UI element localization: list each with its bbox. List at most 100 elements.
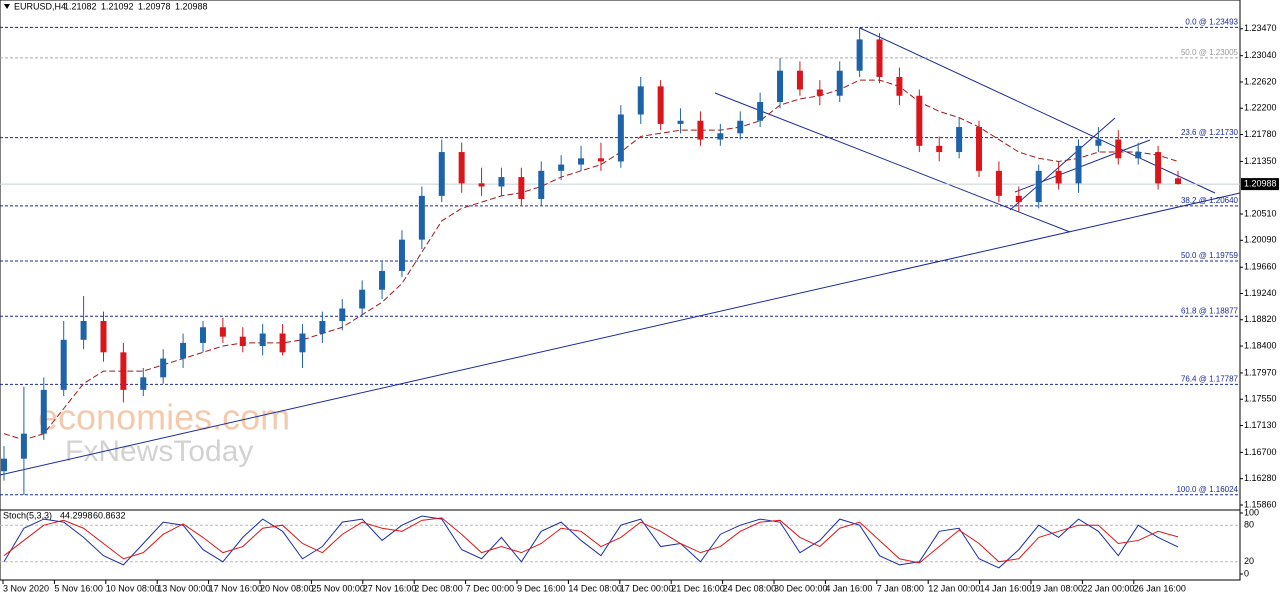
x-tick-label: 25 Nov 00:00 bbox=[311, 583, 365, 593]
candle-body bbox=[617, 114, 624, 162]
candle-body bbox=[339, 308, 346, 322]
fib-label: 61.8 @ 1.18877 bbox=[1181, 306, 1239, 315]
candle-body bbox=[438, 152, 445, 196]
candle-body bbox=[60, 339, 67, 390]
candle-body bbox=[816, 89, 823, 96]
candle-body bbox=[319, 321, 326, 334]
x-tick-label: 9 Dec 16:00 bbox=[517, 583, 566, 593]
candle-body bbox=[896, 76, 903, 96]
candle-body bbox=[20, 433, 27, 459]
candle-body bbox=[737, 120, 744, 134]
x-tick-label: 17 Nov 16:00 bbox=[209, 583, 263, 593]
x-tick-label: 21 Dec 16:00 bbox=[671, 583, 725, 593]
candle-body bbox=[538, 170, 545, 199]
quote-value: 1.20988 bbox=[175, 1, 208, 11]
current-price-label: 1.20988 bbox=[1244, 178, 1277, 188]
stoch-line bbox=[3, 515, 1179, 569]
candle-body bbox=[199, 327, 206, 343]
x-tick-label: 22 Jan 00:00 bbox=[1082, 583, 1134, 593]
candle-body bbox=[995, 170, 1002, 196]
candle-body bbox=[1175, 178, 1181, 184]
x-tick-label: 30 Dec 00:00 bbox=[774, 583, 828, 593]
x-tick-label: 7 Dec 00:00 bbox=[466, 583, 515, 593]
candle-body bbox=[160, 358, 167, 378]
candle-body bbox=[478, 183, 485, 187]
candle-body bbox=[597, 158, 604, 162]
y-tick-label: 1.20090 bbox=[1244, 235, 1277, 245]
candle-body bbox=[359, 289, 366, 309]
y-tick-label: 1.19660 bbox=[1244, 262, 1277, 272]
candle-body bbox=[916, 95, 923, 146]
x-tick-label: 2 Dec 08:00 bbox=[414, 583, 463, 593]
frame bbox=[0, 0, 1241, 581]
y-tick-label: 1.19240 bbox=[1244, 288, 1277, 298]
candle-body bbox=[578, 158, 585, 165]
candle-body bbox=[1095, 139, 1102, 146]
x-tick-label: 5 Nov 16:00 bbox=[54, 583, 103, 593]
candle-body bbox=[956, 127, 963, 153]
y-tick-label: 1.20510 bbox=[1244, 208, 1277, 218]
fib-label: 0.0 @ 1.23493 bbox=[1185, 17, 1238, 26]
stoch-tick-label: 0 bbox=[1244, 568, 1249, 578]
fib-label: 38.2 @ 1.20640 bbox=[1181, 196, 1239, 205]
trendline bbox=[0, 192, 1241, 476]
candle-body bbox=[120, 352, 127, 390]
candle-body bbox=[1035, 170, 1042, 203]
candle-body bbox=[40, 389, 47, 434]
x-tick-label: 27 Nov 16:00 bbox=[363, 583, 417, 593]
candle-body bbox=[976, 127, 983, 171]
x-tick-label: 14 Dec 08:00 bbox=[568, 583, 622, 593]
x-tick-label: 14 Jan 16:00 bbox=[980, 583, 1032, 593]
y-tick-label: 1.15860 bbox=[1244, 499, 1277, 509]
y-tick-label: 1.23470 bbox=[1244, 23, 1277, 33]
candle-body bbox=[637, 86, 644, 115]
candle-body bbox=[796, 70, 803, 90]
y-tick-label: 1.16700 bbox=[1244, 447, 1277, 457]
y-tick-label: 1.17130 bbox=[1244, 420, 1277, 430]
candle-body bbox=[697, 120, 704, 140]
y-tick-label: 1.22200 bbox=[1244, 103, 1277, 113]
x-tick-label: 10 Nov 08:00 bbox=[106, 583, 160, 593]
candle-body bbox=[1015, 195, 1022, 203]
stoch-name: Stoch(5,3,3) bbox=[3, 510, 52, 520]
candle-body bbox=[1155, 152, 1162, 184]
candle-body bbox=[458, 152, 465, 184]
candle-body bbox=[418, 195, 425, 240]
y-tick-label: 1.16280 bbox=[1244, 473, 1277, 483]
candle-body bbox=[299, 333, 306, 353]
candle-body bbox=[657, 86, 664, 124]
y-tick-label: 1.22620 bbox=[1244, 76, 1277, 86]
stoch-tick-label: 20 bbox=[1244, 556, 1254, 566]
stoch-tick-label: 100 bbox=[1244, 507, 1259, 517]
quote-value: 1.21092 bbox=[101, 1, 134, 11]
trendline bbox=[1009, 117, 1116, 211]
candle-body bbox=[180, 342, 187, 359]
fib-label: 100.0 @ 1.16024 bbox=[1176, 485, 1238, 494]
candle-body bbox=[777, 70, 784, 102]
y-tick-label: 1.17970 bbox=[1244, 367, 1277, 377]
moving-average bbox=[3, 79, 1179, 441]
x-tick-label: 26 Jan 16:00 bbox=[1134, 583, 1186, 593]
y-tick-label: 1.21780 bbox=[1244, 129, 1277, 139]
x-tick-label: 19 Jan 08:00 bbox=[1031, 583, 1083, 593]
quote-value: 1.21082 bbox=[64, 1, 97, 11]
symbol: EURUSD,H4 bbox=[14, 1, 66, 11]
stoch-line bbox=[3, 517, 1179, 564]
watermark: economies.com FxNewsToday bbox=[38, 397, 290, 468]
x-tick-label: 13 Nov 00:00 bbox=[157, 583, 211, 593]
candle-body bbox=[1075, 145, 1082, 184]
x-tick-label: 7 Jan 08:00 bbox=[877, 583, 924, 593]
x-tick-label: 12 Jan 00:00 bbox=[928, 583, 980, 593]
fib-label: 76.4 @ 1.17787 bbox=[1181, 375, 1239, 384]
stoch-tick-label: 80 bbox=[1244, 520, 1254, 530]
candle-body bbox=[856, 39, 863, 71]
candle-body bbox=[558, 164, 565, 171]
candle-body bbox=[239, 336, 246, 347]
candle-body bbox=[279, 333, 286, 353]
symbol-arrow bbox=[4, 4, 10, 9]
watermark-text: FxNewsToday bbox=[65, 435, 253, 468]
fib-label: 50.0 @ 1.19759 bbox=[1181, 251, 1239, 260]
x-tick-label: 3 Nov 2020 bbox=[3, 583, 49, 593]
x-tick-label: 17 Dec 00:00 bbox=[620, 583, 674, 593]
